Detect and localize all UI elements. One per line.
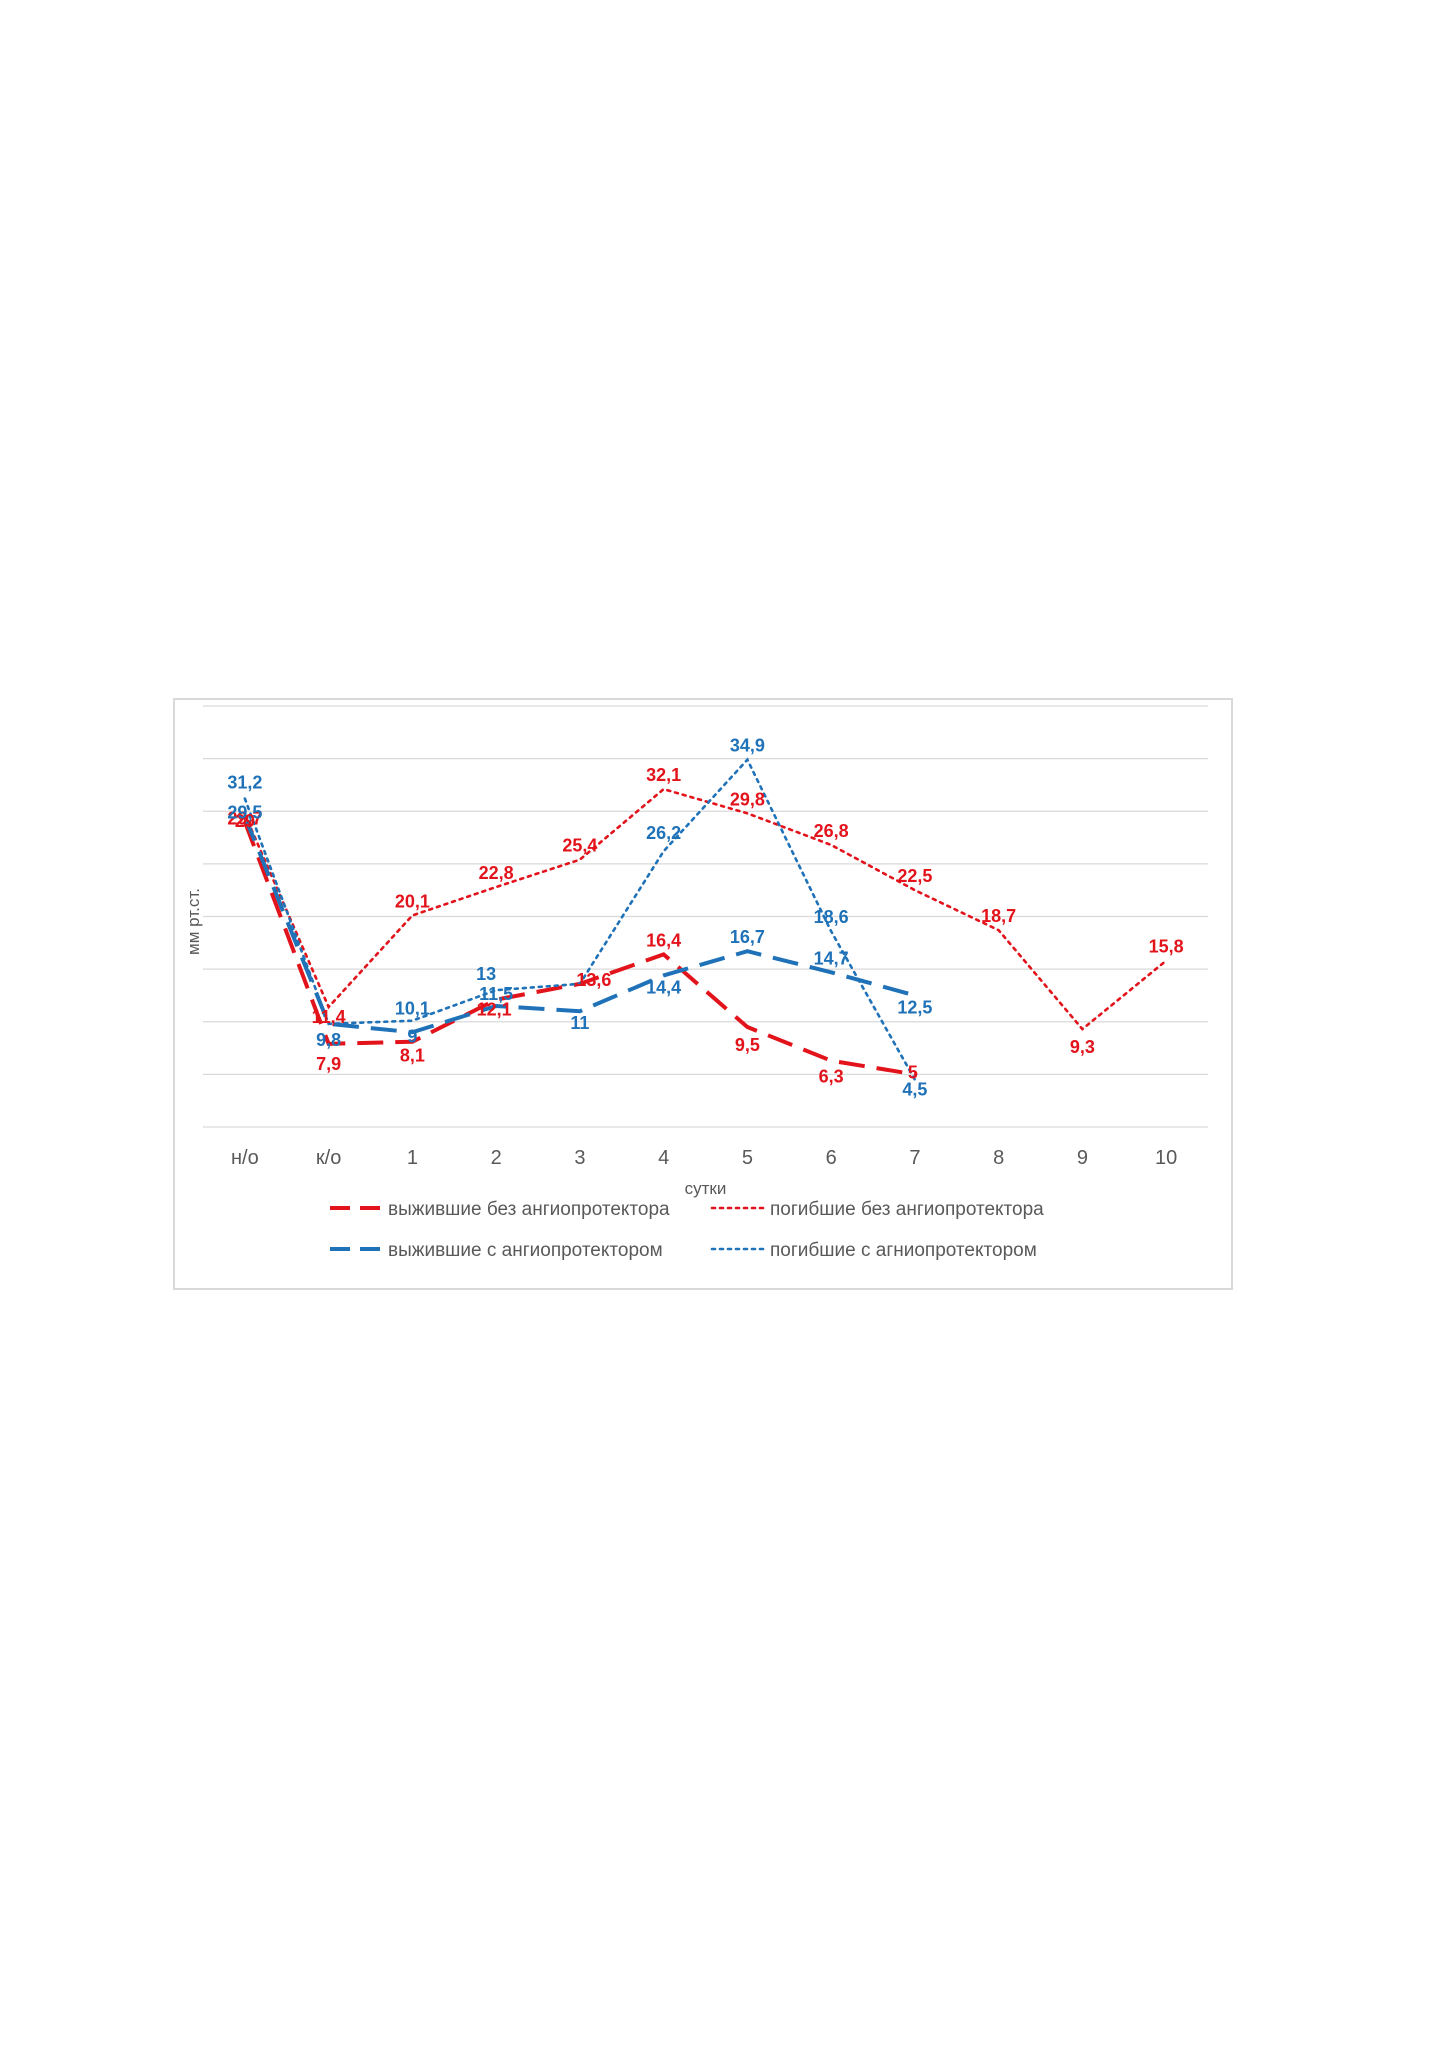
data-label: 20,1 [395, 891, 430, 911]
data-label: 8,1 [400, 1046, 425, 1066]
series-line-3 [243, 757, 917, 1081]
legend-label: погибшие без ангиопротектора [770, 1199, 1044, 1220]
data-label: 26,2 [646, 823, 681, 843]
data-label: 5 [908, 1062, 918, 1082]
legend: выжившие без ангиопротектора погибшие без… [330, 1199, 1044, 1261]
data-label: 14,4 [646, 977, 681, 997]
data-label: 16,4 [646, 930, 681, 950]
data-label: 26,8 [814, 821, 849, 841]
x-tick-label: 1 [407, 1147, 418, 1169]
x-tick-label: к/о [316, 1147, 341, 1169]
x-tick-label: 6 [826, 1147, 837, 1169]
data-label: 12,5 [897, 997, 932, 1017]
x-tick-label: 8 [993, 1147, 1004, 1169]
data-label: 29,5 [227, 803, 262, 823]
data-label: 6,3 [819, 1067, 844, 1087]
data-label: 13 [476, 964, 496, 984]
data-label: 9,5 [735, 1035, 760, 1055]
x-axis-title: сутки [685, 1179, 727, 1198]
x-tick-label: 10 [1155, 1147, 1177, 1169]
x-tick-label: 9 [1077, 1147, 1088, 1169]
data-label: 9 [407, 1026, 417, 1046]
x-tick-label: 3 [574, 1147, 585, 1169]
y-axis-title: мм рт.ст. [184, 888, 203, 955]
data-label: 34,9 [730, 736, 765, 756]
data-label: 11 [570, 1013, 589, 1033]
data-label: 31,2 [227, 773, 262, 793]
x-tick-label: н/о [231, 1147, 259, 1169]
chart-frame [173, 698, 1233, 1290]
data-label: 32,1 [646, 765, 681, 785]
data-label: 4,5 [902, 1080, 927, 1100]
data-label: 9,8 [316, 1030, 341, 1050]
legend-label: выжившие с ангиопротектором [388, 1240, 663, 1261]
data-label: 22,8 [479, 863, 514, 883]
data-label: 29 [235, 811, 255, 831]
legend-label: погибшие с агниопротектором [770, 1240, 1037, 1261]
x-tick-label: 2 [491, 1147, 502, 1169]
series-layer [243, 757, 1168, 1081]
data-label: 18,7 [981, 906, 1016, 926]
data-label: 15,8 [1149, 937, 1184, 957]
data-label: 11,5 [479, 984, 513, 1004]
series-line-1 [243, 787, 1168, 1031]
data-label: 29,7 [227, 808, 262, 828]
data-label: 14,7 [814, 948, 849, 968]
data-label: 12,1 [477, 1000, 512, 1020]
data-labels-layer: 29 7,9 8,1 12,1 13,6 16,4 9,5 6,3 5 29,7 11,4 20,1 2… [227, 736, 1183, 1100]
data-label: 13,6 [576, 970, 611, 990]
data-label: 7,9 [316, 1054, 341, 1074]
series-line-2 [243, 815, 916, 1035]
x-tick-label: 5 [742, 1147, 753, 1169]
data-label: 9,3 [1070, 1037, 1095, 1057]
data-label: 25,4 [562, 836, 597, 856]
data-label: 16,7 [730, 927, 765, 947]
x-tick-label: 4 [658, 1147, 669, 1169]
data-label: 22,5 [897, 866, 932, 886]
x-axis-ticks: н/о к/о 1 2 3 4 5 6 7 8 9 10 [231, 1147, 1177, 1169]
data-label: 10,1 [395, 999, 430, 1019]
data-label: 11,4 [312, 1007, 346, 1027]
data-label: 18,6 [814, 907, 849, 927]
data-label: 29,8 [730, 789, 765, 809]
x-tick-label: 7 [909, 1147, 920, 1169]
legend-label: выжившие без ангиопротектора [388, 1199, 670, 1220]
grid [203, 705, 1208, 1128]
